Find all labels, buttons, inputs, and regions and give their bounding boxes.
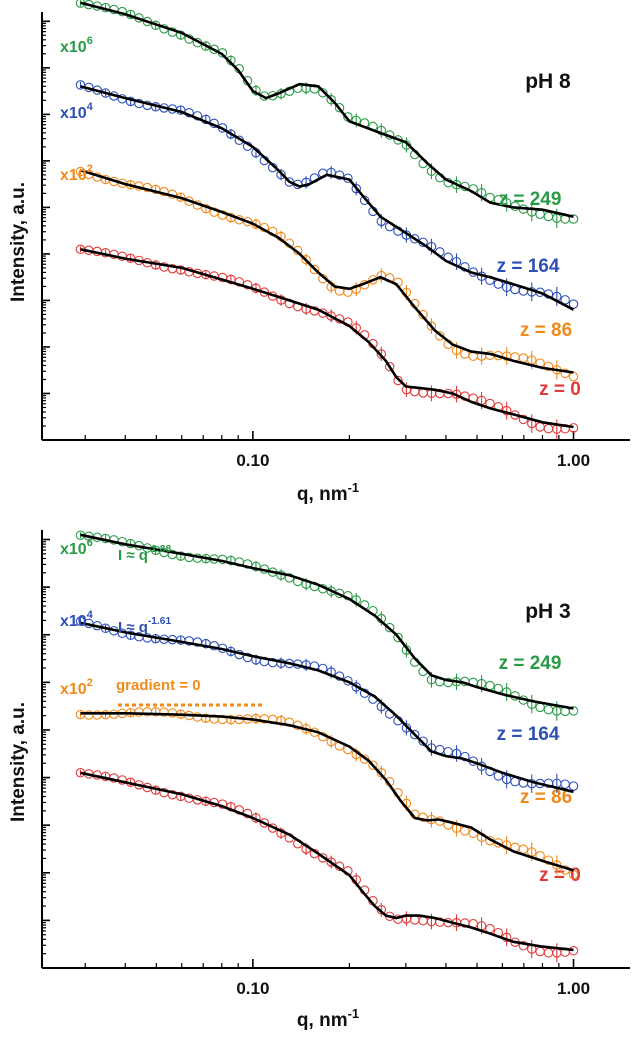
y-axis-label: Intensity, a.u. [8,182,29,302]
data-point [284,177,295,187]
x-tick-label: 1.00 [557,451,590,470]
data-point [485,680,495,691]
data-point [518,844,529,854]
data-point [543,211,554,222]
y-axis-label: Intensity, a.u. [8,702,29,822]
series-z249: x106 z = 249 [60,530,579,721]
multiplier-label: x106 [60,35,93,56]
series-z86: x102 z = 86 [60,677,579,880]
x-axis-label: q, nm-1 [297,1006,359,1031]
fit-line [80,621,574,794]
data-point [393,632,403,643]
data-point [368,760,378,770]
fit-line [80,1,574,218]
series-z86: x102 z = 86 [60,163,579,382]
data-point [435,331,445,341]
data-point [318,853,328,863]
data-point [75,80,86,90]
data-point [535,209,545,219]
data-point [543,704,554,715]
series-z0: z = 0 [75,768,581,963]
fit-line [80,248,574,429]
data-point [535,702,545,713]
data-point [309,264,320,275]
data-point [134,707,144,717]
series-label: z = 0 [539,379,581,400]
fit-line [80,85,575,311]
fit-line [80,712,574,872]
data-point [142,16,153,27]
annotation-a164: I ≈ q-1.61 [118,616,171,636]
x-tick-label: 0.10 [236,451,269,470]
data-point [259,818,270,828]
data-point [535,422,545,432]
series-label: z = 164 [497,724,560,745]
data-point [410,729,420,740]
data-point [543,361,554,372]
annotation-a86: gradient = 0 [116,677,201,694]
data-point [568,371,579,382]
data-point [460,751,470,762]
series-label: z = 86 [520,787,572,808]
data-point [384,361,395,372]
annotation-a249: I ≈ q-1.88 [118,544,171,564]
data-point [560,368,570,379]
x-tick-label: 0.10 [236,979,269,998]
data-point [334,102,345,113]
series-label: z = 249 [499,653,562,674]
data-point [568,869,579,880]
data-point [334,170,345,180]
multiplier-label: x102 [60,677,93,698]
data-point [242,652,253,663]
data-point [543,948,554,958]
series-z164: x104 z = 164 [60,609,579,794]
data-point [167,708,178,718]
multiplier-label: x102 [60,163,93,184]
data-point [543,423,554,434]
fit-line [80,533,574,710]
multiplier-label: x104 [60,609,93,630]
series-label: z = 249 [499,189,562,210]
series-z164: x104 z = 164 [60,80,579,311]
data-point [568,946,579,956]
fit-line [80,168,574,374]
data-point [410,915,420,925]
x-tick-label: 1.00 [557,979,590,998]
data-point [410,233,420,244]
x-axis-label: q, nm-1 [297,480,359,505]
data-point [568,706,579,716]
data-point [518,941,529,951]
data-point [393,375,403,386]
data-point [568,214,579,224]
data-point [418,736,428,746]
multiplier-label: x106 [60,537,93,558]
data-point [359,754,370,764]
series-z249: x106 z = 249 [60,0,579,228]
panel-title: pH 8 [525,70,571,93]
fit-line [80,771,574,952]
data-point [209,44,219,55]
data-point [518,353,529,363]
series-z0: z = 0 [75,244,581,439]
data-point [242,216,253,227]
series-label: z = 86 [520,320,572,341]
multiplier-label: x104 [60,101,93,122]
data-point [384,622,395,633]
panel-title: pH 3 [525,600,571,623]
data-point [318,88,328,98]
data-point [535,946,545,957]
data-point [568,781,579,791]
series-label: z = 164 [497,256,560,277]
data-point [568,423,579,433]
